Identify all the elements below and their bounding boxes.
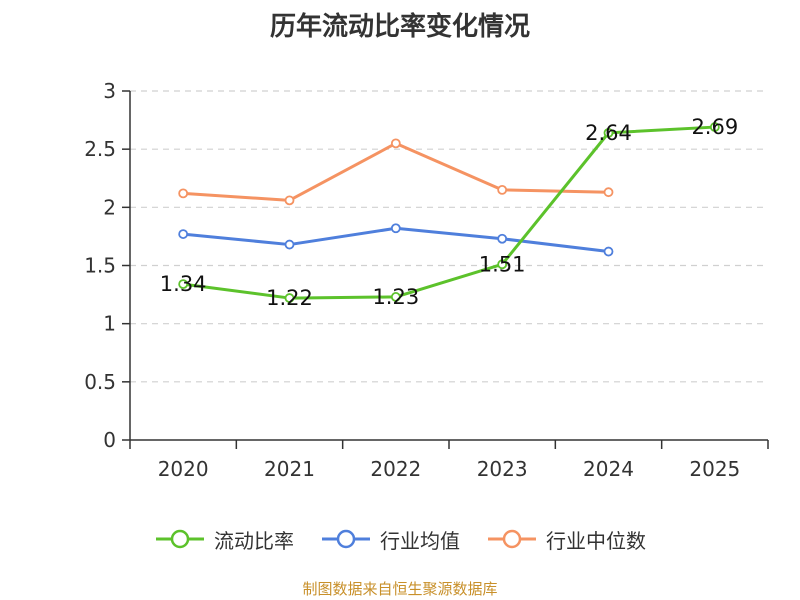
legend-item[interactable]: 行业均值 xyxy=(320,525,460,554)
y-tick-label: 0.5 xyxy=(84,370,116,394)
data-point xyxy=(603,187,614,198)
legend-item[interactable]: 流动比率 xyxy=(154,525,294,554)
x-tick-label: 2021 xyxy=(264,457,315,481)
data-label: 2.64 xyxy=(585,121,632,145)
data-label: 1.22 xyxy=(266,286,313,310)
x-tick-label: 2020 xyxy=(158,457,209,481)
data-point xyxy=(178,279,189,290)
data-point xyxy=(178,188,189,199)
y-tick-label: 1.5 xyxy=(84,254,116,278)
x-tick-label: 2024 xyxy=(583,457,634,481)
series-lines xyxy=(178,122,720,303)
x-tick-label: 2025 xyxy=(689,457,740,481)
data-point xyxy=(709,122,720,132)
grid-lines xyxy=(130,90,768,383)
data-label: 1.23 xyxy=(372,285,419,309)
data-point xyxy=(390,292,401,302)
data-label: 1.51 xyxy=(479,252,526,276)
legend-line-marker-icon xyxy=(322,529,370,549)
y-tick-label: 3 xyxy=(103,79,116,103)
data-point xyxy=(603,127,614,138)
y-tick-label: 2 xyxy=(103,195,116,219)
legend-label: 行业中位数 xyxy=(546,528,646,553)
source-note: 制图数据来自恒生聚源数据库 xyxy=(302,580,498,598)
legend-label: 行业均值 xyxy=(380,528,460,553)
data-point xyxy=(284,239,295,250)
series-line-0 xyxy=(182,125,715,300)
data-point xyxy=(497,184,508,195)
legend: 流动比率 行业均值 行业中位数 xyxy=(0,522,800,556)
x-tick-label: 2022 xyxy=(370,457,421,481)
x-tick-label: 2023 xyxy=(477,457,528,481)
legend-label: 流动比率 xyxy=(214,528,294,553)
axes: 0 0.5 1 1.5 2 2.5 3 2020 2021 2022 2023 2024 2025 xyxy=(84,79,769,481)
data-point xyxy=(603,246,614,257)
legend-line-marker-icon xyxy=(156,529,204,549)
y-tick-label: 1 xyxy=(103,312,116,336)
data-point xyxy=(178,229,189,239)
data-point xyxy=(497,259,508,270)
legend-item[interactable]: 行业中位数 xyxy=(486,525,646,554)
data-label: 2.69 xyxy=(691,115,738,139)
legend-line-marker-icon xyxy=(488,529,536,549)
data-point xyxy=(390,223,401,234)
series-line-2 xyxy=(183,141,609,202)
y-tick-label: 0 xyxy=(103,428,116,452)
chart-title: 历年流动比率变化情况 xyxy=(269,12,530,42)
data-point xyxy=(284,293,295,303)
y-tick-label: 2.5 xyxy=(84,137,116,161)
data-point xyxy=(284,195,295,206)
data-point xyxy=(497,233,508,244)
data-labels: 1.34 1.22 1.23 1.51 2.64 2.69 xyxy=(160,115,738,310)
data-point xyxy=(390,138,401,149)
data-label: 1.34 xyxy=(160,272,207,296)
